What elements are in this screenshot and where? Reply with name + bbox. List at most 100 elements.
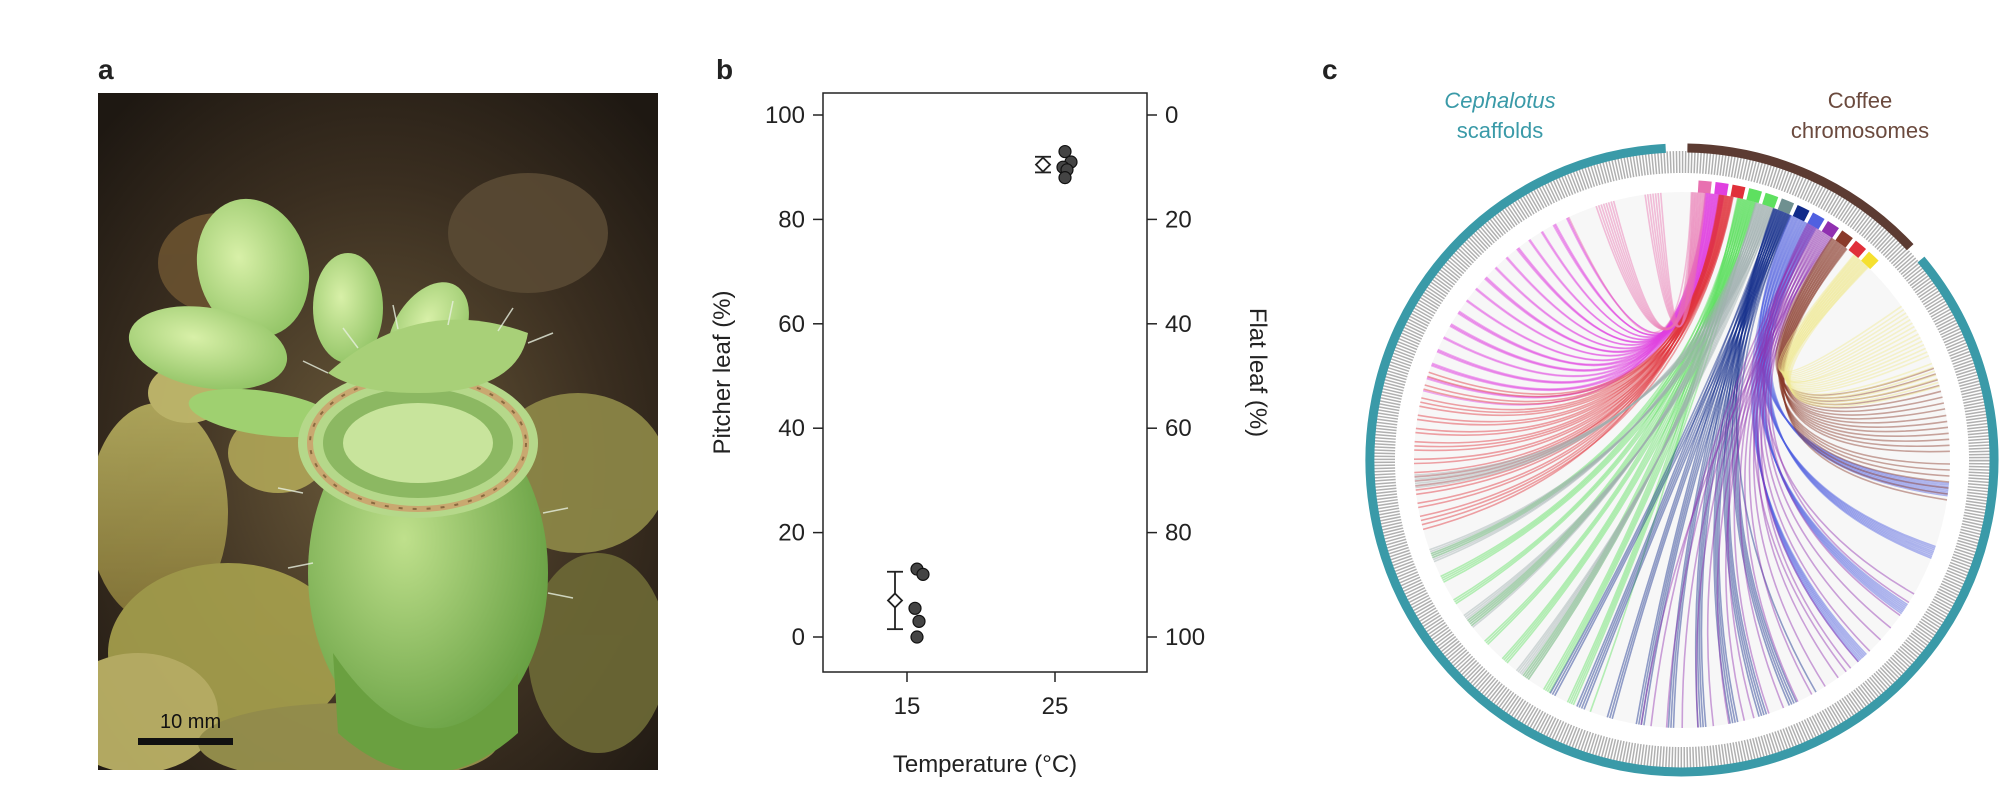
synteny-link	[1517, 193, 1716, 343]
y2-tick-label: 100	[1165, 624, 1205, 651]
synteny-link	[1553, 213, 1789, 697]
synteny-link	[1484, 194, 1723, 354]
synteny-link	[1657, 192, 1696, 328]
synteny-link	[1777, 237, 1947, 424]
synteny-link	[1659, 192, 1694, 328]
synteny-link	[1781, 244, 1949, 489]
coffee-chromosome-block	[1835, 230, 1853, 248]
synteny-link	[1781, 261, 1911, 379]
synteny-link	[1725, 236, 1831, 721]
synteny-link	[1427, 196, 1732, 398]
synteny-link	[1695, 230, 1822, 728]
synteny-link	[1415, 194, 1724, 433]
y2-tick-label: 60	[1165, 415, 1192, 442]
synteny-link	[1635, 208, 1777, 725]
synteny-link	[1714, 210, 1783, 724]
coffee-chromosome-block	[1746, 188, 1763, 204]
synteny-link	[1767, 232, 1901, 617]
synteny-link	[1764, 230, 1892, 629]
synteny-link	[1458, 193, 1708, 366]
synteny-link	[1610, 192, 1695, 330]
coffee-chromosome-block	[1730, 184, 1746, 199]
coffee-chromosome-block	[1860, 251, 1879, 270]
synteny-link	[1525, 200, 1752, 679]
synteny-link	[1612, 192, 1694, 330]
synteny-link	[1785, 261, 1926, 390]
synteny-link	[1762, 218, 1949, 488]
synteny-link	[1432, 203, 1761, 561]
synteny-link	[1672, 213, 1788, 728]
synteny-link	[1768, 227, 1932, 559]
synteny-link	[1415, 203, 1761, 487]
synteny-link	[1470, 203, 1760, 627]
synteny-link	[1778, 255, 1905, 375]
synteny-link	[1750, 216, 1867, 656]
synteny-link	[1589, 197, 1739, 713]
synteny-link	[1726, 211, 1785, 716]
coffee-chromosome-block	[1792, 205, 1810, 222]
synteny-link	[1644, 192, 1706, 328]
synteny-link	[1422, 194, 1721, 531]
synteny-link	[1503, 199, 1745, 661]
synteny-link	[1781, 246, 1945, 416]
data-point	[916, 567, 930, 581]
synteny-link	[1728, 213, 1790, 715]
synteny-link	[1541, 193, 1711, 338]
synteny-link	[1759, 227, 1871, 652]
synteny-link	[1420, 195, 1728, 522]
synteny-link	[1494, 194, 1721, 350]
synteny-link	[1417, 195, 1725, 505]
synteny-link	[1646, 192, 1704, 328]
synteny-link	[1552, 195, 1724, 337]
synteny-link	[1475, 193, 1710, 357]
synteny-link	[1607, 192, 1697, 330]
synteny-link	[1759, 220, 1906, 610]
synteny-link	[1752, 223, 1847, 673]
synteny-link	[1779, 243, 1942, 409]
synteny-link	[1652, 192, 1700, 328]
synteny-link	[1650, 224, 1812, 727]
cephalotus-label-line2: scaffolds	[1457, 118, 1543, 143]
synteny-link	[1432, 201, 1754, 559]
synteny-link	[1665, 226, 1815, 728]
synteny-link	[1758, 214, 1950, 485]
synteny-link	[1752, 219, 1865, 658]
synteny-link	[1765, 221, 1949, 492]
synteny-link	[1440, 198, 1741, 578]
coffee-chromosome-block	[1697, 180, 1712, 194]
synteny-link	[1414, 207, 1774, 476]
data-point	[908, 601, 922, 615]
synteny-link	[1544, 198, 1745, 692]
synteny-link	[1453, 198, 1743, 601]
synteny-link	[1457, 194, 1723, 367]
synteny-link	[1751, 217, 1866, 657]
synteny-link	[1449, 195, 1725, 372]
scaffold-label-band	[1373, 151, 1991, 769]
synteny-link	[1654, 192, 1698, 328]
y2-axis-label: Flat leaf (%)	[1244, 308, 1271, 437]
synteny-link	[1735, 207, 1817, 693]
synteny-link	[1468, 204, 1765, 624]
synteny-link	[1787, 262, 1938, 404]
synteny-link	[1762, 228, 1882, 641]
synteny-link	[1766, 223, 1949, 493]
synteny-link	[1549, 209, 1780, 694]
synteny-link	[1597, 192, 1705, 331]
synteny-link	[1761, 222, 1905, 612]
synteny-link	[1781, 244, 1950, 442]
synteny-link	[1484, 193, 1716, 353]
synteny-link	[1777, 238, 1951, 465]
synteny-link	[1778, 239, 1950, 471]
synteny-link	[1606, 209, 1779, 718]
y-tick-label: 60	[778, 311, 805, 338]
synteny-link	[1485, 193, 1708, 353]
synteny-link	[1431, 193, 1717, 391]
synteny-link	[1777, 240, 1938, 402]
synteny-link	[1516, 194, 1724, 344]
synteny-link	[1431, 200, 1749, 557]
synteny-link	[1782, 247, 1948, 501]
synteny-link	[1779, 241, 1950, 477]
synteny-link	[1414, 195, 1729, 478]
synteny-link	[1525, 202, 1760, 679]
synteny-link	[1670, 211, 1783, 728]
